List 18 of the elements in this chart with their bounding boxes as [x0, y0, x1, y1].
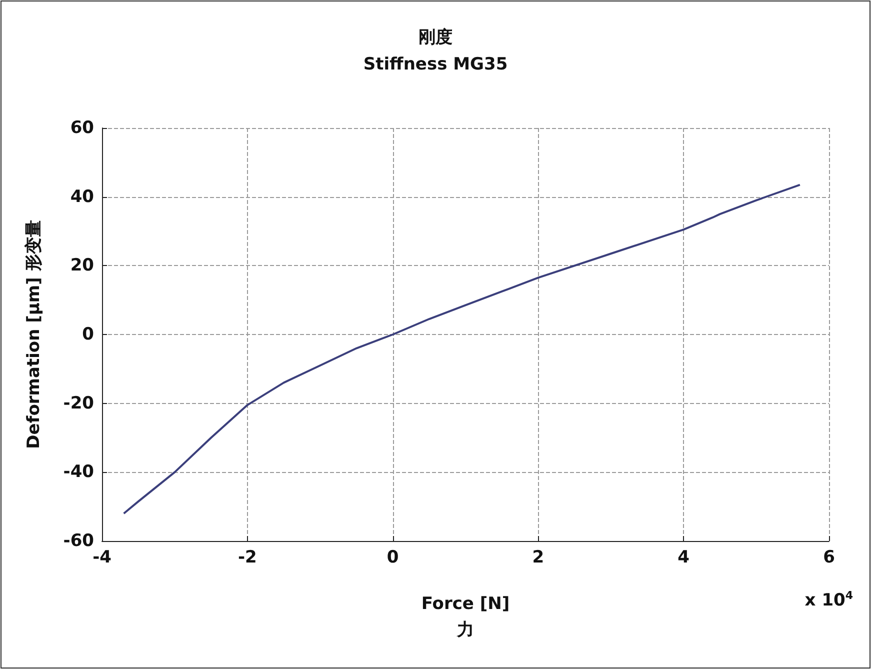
x-tick-label: 2 [532, 548, 544, 568]
x-tick-label: -4 [92, 548, 112, 568]
x-axis-title: Force [N] 力 [421, 594, 510, 640]
x-tick-label: 0 [386, 548, 399, 568]
x-tick-label: 6 [823, 548, 835, 568]
y-tick-label: -20 [63, 393, 94, 414]
y-tick-label: 60 [70, 118, 94, 138]
line-series [122, 184, 801, 514]
x-tick-label: 4 [678, 548, 690, 568]
y-axis-title: Deformation [µm] 形变量 [24, 220, 44, 449]
x-tick-label: -2 [238, 548, 257, 568]
y-tick-label: 0 [82, 324, 94, 344]
y-tick-label: -60 [63, 531, 94, 551]
chart-subtitle: Stiffness MG35 [363, 54, 508, 74]
chart-title: 刚度 [418, 28, 452, 48]
y-tick-label: 40 [70, 186, 94, 207]
y-tick-label: -40 [63, 462, 94, 482]
y-tick-label: 20 [70, 256, 94, 276]
